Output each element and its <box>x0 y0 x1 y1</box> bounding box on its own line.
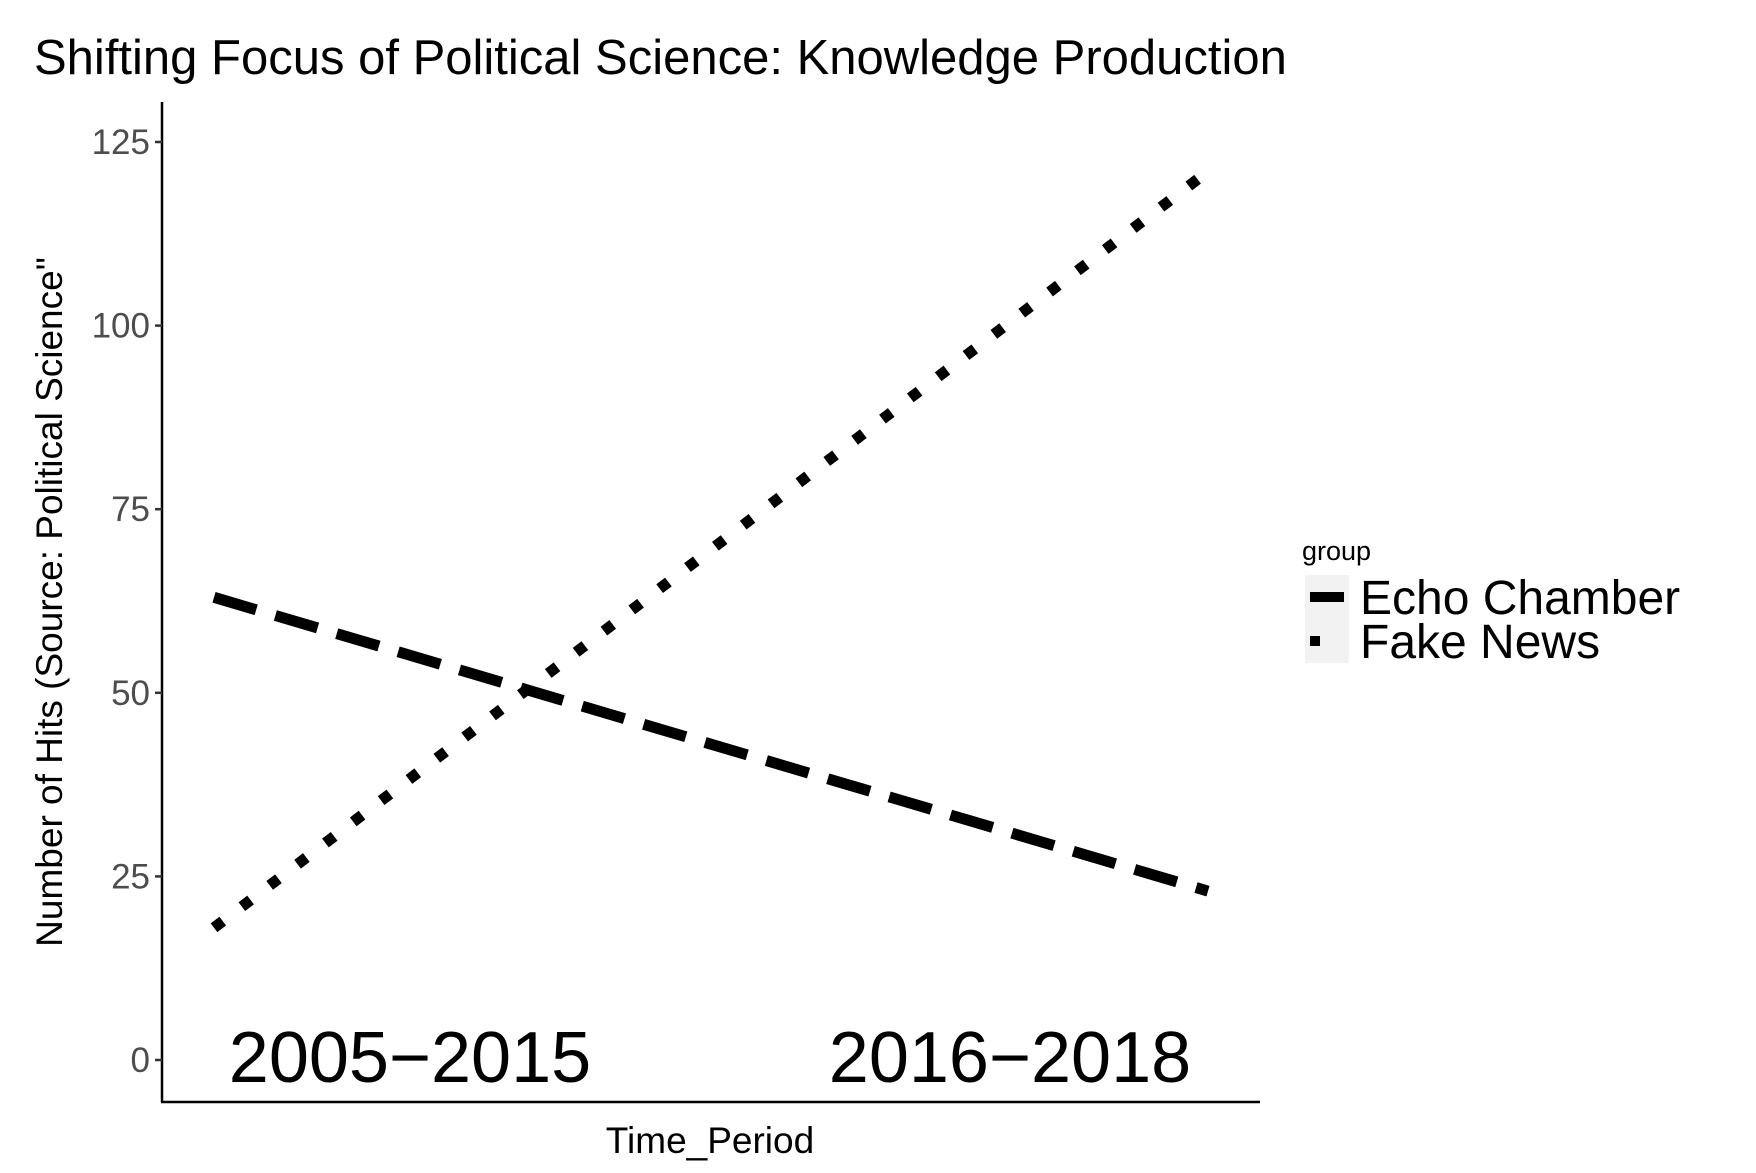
annotation-layer: 2005−2015 2016−2018 <box>229 1018 1191 1098</box>
y-tick-label: 75 <box>111 490 150 529</box>
legend-label: Echo Chamber <box>1360 572 1680 625</box>
series-line-echo-chamber <box>212 592 1210 897</box>
legend-title: group <box>1302 536 1371 566</box>
y-tick-label: 0 <box>131 1041 150 1080</box>
y-tick-label: 50 <box>111 674 150 713</box>
x-category-annotation: 2016−2018 <box>829 1018 1191 1098</box>
legend-label: Fake News <box>1360 616 1600 669</box>
x-category-annotation: 2005−2015 <box>229 1018 591 1098</box>
series-line-fake-news <box>210 166 1212 933</box>
plot-area: 0 25 50 75 100 125 2005−2015 2016−2018 <box>92 102 1260 1104</box>
y-axis-title: Number of Hits (Source: Political Scienc… <box>29 257 70 947</box>
y-tick-label: 125 <box>92 123 150 162</box>
y-tick-label: 100 <box>92 307 150 346</box>
y-axis-ticks: 0 25 50 75 100 125 <box>92 123 162 1080</box>
y-tick-label: 25 <box>111 857 150 896</box>
series-layer <box>210 166 1212 933</box>
chart-title: Shifting Focus of Political Science: Kno… <box>34 31 1287 85</box>
x-axis-title: Time_Period <box>606 1120 814 1161</box>
